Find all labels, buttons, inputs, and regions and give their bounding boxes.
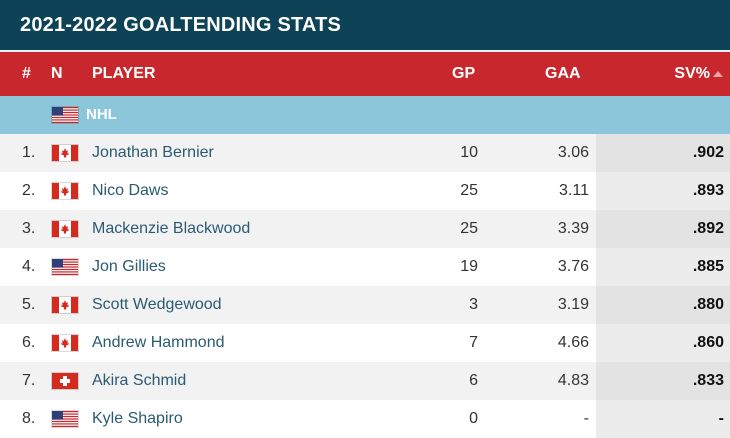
column-header-nationality[interactable]: N bbox=[51, 65, 63, 82]
table-row: 3. Mackenzie Blackwood 25 3.39 .892 bbox=[0, 210, 730, 248]
gaa-cell: 3.11 bbox=[559, 182, 589, 199]
sv-pct-cell: .880 bbox=[596, 286, 730, 324]
gp-cell: 6 bbox=[469, 372, 478, 389]
player-name-link[interactable]: Akira Schmid bbox=[92, 372, 187, 389]
sv-pct-cell: .893 bbox=[596, 172, 730, 210]
page-title: 2021-2022 GOALTENDING STATS bbox=[20, 13, 342, 36]
usa-flag-icon bbox=[52, 411, 78, 427]
gaa-cell: 3.06 bbox=[557, 144, 589, 161]
column-header-gp[interactable]: GP bbox=[452, 65, 476, 82]
table-row: 6. Andrew Hammond 7 4.66 .860 bbox=[0, 324, 730, 362]
player-name-link[interactable]: Jonathan Bernier bbox=[92, 144, 214, 161]
usa-flag-icon bbox=[52, 259, 78, 275]
league-group-row: NHL bbox=[0, 96, 730, 134]
gp-cell: 25 bbox=[460, 220, 478, 237]
column-header-player[interactable]: PLAYER bbox=[92, 65, 156, 82]
rank-cell: 8. bbox=[22, 410, 36, 427]
table-row: 4. Jon Gillies 19 3.76 .885 bbox=[0, 248, 730, 286]
gaa-cell: 4.83 bbox=[557, 372, 589, 389]
player-name-link[interactable]: Kyle Shapiro bbox=[92, 410, 183, 427]
player-name-link[interactable]: Mackenzie Blackwood bbox=[92, 220, 251, 237]
rank-cell: 5. bbox=[22, 296, 36, 313]
sv-pct-cell: .860 bbox=[596, 324, 730, 362]
divider bbox=[0, 50, 730, 52]
sv-pct-cell: .885 bbox=[596, 248, 730, 286]
gp-cell: 0 bbox=[469, 410, 478, 427]
sv-pct-cell: .892 bbox=[596, 210, 730, 248]
canada-flag-icon bbox=[52, 145, 78, 161]
column-header-rank[interactable]: # bbox=[22, 65, 31, 82]
rank-cell: 1. bbox=[22, 144, 36, 161]
column-header-gaa[interactable]: GAA bbox=[545, 65, 581, 82]
canada-flag-icon bbox=[52, 297, 78, 313]
rank-cell: 3. bbox=[22, 220, 36, 237]
player-name-link[interactable]: Scott Wedgewood bbox=[92, 296, 222, 313]
gp-cell: 10 bbox=[460, 144, 478, 161]
sv-pct-cell: - bbox=[596, 400, 730, 438]
usa-flag-icon bbox=[52, 107, 78, 123]
canada-flag-icon bbox=[52, 335, 78, 351]
table-row: 8. Kyle Shapiro 0 - - bbox=[0, 400, 730, 438]
gaa-cell: 4.66 bbox=[557, 334, 589, 351]
gp-cell: 19 bbox=[460, 258, 478, 275]
sv-pct-cell: .833 bbox=[596, 362, 730, 400]
switzerland-flag-icon bbox=[52, 373, 78, 389]
rank-cell: 2. bbox=[22, 182, 36, 199]
stats-title-bar: 2021-2022 GOALTENDING STATS bbox=[0, 0, 730, 50]
table-row: 1. Jonathan Bernier 10 3.06 .902 bbox=[0, 134, 730, 172]
player-name-link[interactable]: Jon Gillies bbox=[92, 258, 166, 275]
sort-ascending-icon bbox=[713, 71, 723, 77]
table-header: # N PLAYER GP GAA SV% bbox=[0, 52, 730, 96]
rank-cell: 6. bbox=[22, 334, 36, 351]
gaa-cell: 3.19 bbox=[557, 296, 589, 313]
table-row: 2. Nico Daws 25 3.11 .893 bbox=[0, 172, 730, 210]
table-row: 7. Akira Schmid 6 4.83 .833 bbox=[0, 362, 730, 400]
gaa-cell: - bbox=[583, 410, 589, 427]
rank-cell: 4. bbox=[22, 258, 36, 275]
player-name-link[interactable]: Andrew Hammond bbox=[92, 334, 225, 351]
column-header-sv-pct-label: SV% bbox=[674, 65, 710, 82]
rank-cell: 7. bbox=[22, 372, 36, 389]
gaa-cell: 3.76 bbox=[557, 258, 589, 275]
stats-table-body: 1. Jonathan Bernier 10 3.06.902 2. Nico Daws 2… bbox=[0, 134, 730, 438]
canada-flag-icon bbox=[52, 183, 78, 199]
column-header-sv-pct[interactable]: SV% bbox=[674, 52, 723, 96]
gp-cell: 25 bbox=[460, 182, 478, 199]
gaa-cell: 3.39 bbox=[557, 220, 589, 237]
sv-pct-cell: .902 bbox=[596, 134, 730, 172]
canada-flag-icon bbox=[52, 221, 78, 237]
table-row: 5. Scott Wedgewood 3 3.19 .880 bbox=[0, 286, 730, 324]
gp-cell: 7 bbox=[469, 334, 478, 351]
player-name-link[interactable]: Nico Daws bbox=[92, 182, 169, 199]
league-name: NHL bbox=[86, 106, 117, 123]
gp-cell: 3 bbox=[469, 296, 478, 313]
